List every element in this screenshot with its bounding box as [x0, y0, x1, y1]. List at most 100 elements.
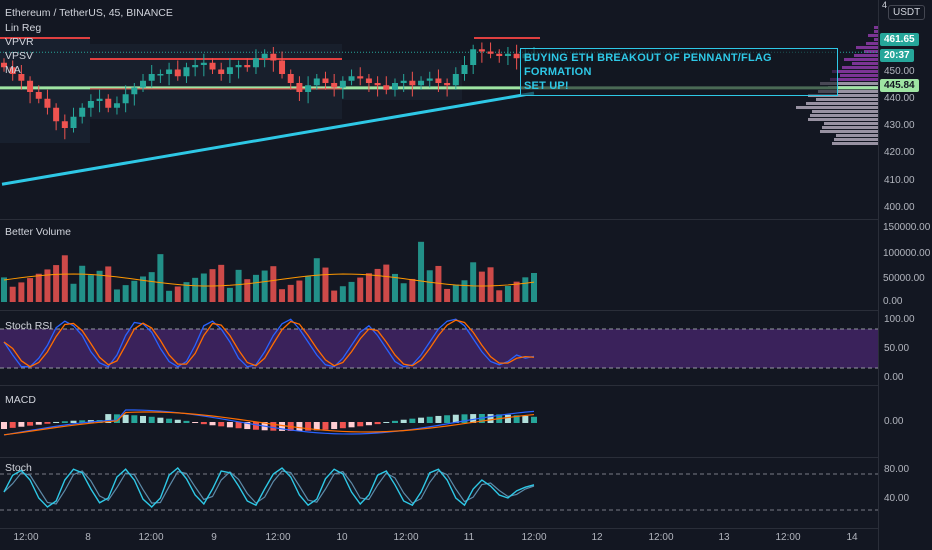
vp-bar: [822, 126, 878, 129]
vp-bar: [874, 30, 878, 33]
volume-pane-title[interactable]: Better Volume: [5, 226, 71, 238]
volume-bar: [226, 287, 233, 302]
macd-signal-line: [3, 411, 535, 436]
stoch-rsi-tick: 50.00: [884, 343, 910, 354]
volume-bar: [331, 290, 338, 302]
trade-annotation[interactable]: BUYING ETH BREAKOUT OF PENNANT/FLAG FORM…: [520, 48, 838, 96]
candle-body: [148, 74, 155, 81]
macd-histogram-bar: [504, 414, 511, 423]
vp-bar: [808, 118, 878, 121]
volume-bar: [61, 255, 68, 302]
candle-body: [504, 53, 511, 56]
vp-bar: [816, 98, 878, 101]
macd-histogram-bar: [487, 414, 494, 423]
macd-pane-title[interactable]: MACD: [5, 394, 36, 406]
macd-histogram-bar: [444, 415, 451, 423]
macd-histogram-bar: [1, 422, 7, 429]
volume-bar: [27, 278, 34, 302]
vp-bar: [868, 34, 878, 37]
time-tick: 14: [846, 532, 858, 543]
vp-bar: [854, 54, 878, 57]
stoch-pane-title[interactable]: Stoch: [5, 462, 32, 474]
macd-histogram-bar: [418, 417, 425, 423]
symbol-title[interactable]: Ethereum / TetherUS, 45, BINANCE: [5, 7, 173, 19]
macd-histogram-bar: [140, 415, 147, 423]
candle-body: [339, 80, 346, 88]
volume-bar: [496, 290, 503, 302]
ma-line: [1, 91, 535, 186]
volume-bar: [313, 258, 320, 302]
stoch-rsi-pane-title[interactable]: Stoch RSI: [5, 320, 53, 332]
macd-histogram-bar: [122, 414, 129, 423]
vp-bar: [830, 78, 878, 81]
time-tick: 12:00: [648, 532, 674, 543]
volume-bar: [261, 270, 268, 302]
candle-body: [313, 78, 320, 86]
vp-bar: [852, 62, 878, 65]
indicator-vpvr[interactable]: VPVR: [5, 36, 34, 48]
macd-histogram-bar: [339, 422, 346, 429]
stoch-k-line: [3, 467, 535, 508]
currency-selector[interactable]: USDT: [888, 5, 926, 20]
candle-body: [9, 67, 16, 74]
candle-body: [444, 83, 451, 86]
macd-line: [3, 409, 535, 436]
pane-separator: [0, 385, 878, 386]
vp-bar: [812, 110, 878, 113]
candle-body: [27, 80, 34, 92]
volume-bar: [444, 288, 451, 302]
annotation-line-1: BUYING ETH BREAKOUT OF PENNANT/FLAG FORM…: [524, 52, 772, 78]
vp-bar: [874, 38, 878, 41]
candle-body: [461, 65, 468, 74]
candle-body: [70, 116, 77, 128]
vp-bar: [834, 138, 878, 141]
vp-shade-box: [342, 60, 462, 100]
candle-body: [53, 107, 60, 122]
candle-body: [200, 62, 207, 65]
indicator-linreg[interactable]: Lin Reg: [5, 22, 42, 34]
volume-bar: [252, 274, 259, 302]
candle-body: [383, 85, 390, 90]
candle-body: [157, 74, 164, 76]
vp-bar: [820, 130, 878, 133]
macd-histogram-bar: [365, 422, 372, 426]
volume-bar: [183, 282, 190, 302]
indicator-vpsv[interactable]: VPSV: [5, 50, 34, 62]
vp-bar: [820, 82, 878, 85]
volume-bar: [435, 265, 442, 302]
time-tick: 12:00: [138, 532, 164, 543]
volume-bar: [70, 283, 77, 302]
volume-bar: [131, 280, 138, 302]
volume-bar: [461, 280, 468, 302]
time-tick: 12: [591, 532, 603, 543]
volume-bar: [374, 268, 381, 302]
candle-body: [166, 69, 173, 74]
volume-bar: [487, 267, 494, 302]
candle-body: [131, 87, 138, 95]
countdown-tag: 20:37: [880, 49, 914, 62]
macd-histogram-bar: [166, 418, 173, 423]
candle-body: [426, 78, 433, 81]
annotation-line-2: SET UP!: [524, 80, 569, 92]
volume-bar: [409, 278, 416, 302]
price-axis[interactable]: [878, 0, 932, 550]
candle-body: [87, 101, 94, 108]
candle-body: [357, 76, 364, 79]
candle-body: [391, 83, 398, 90]
volume-bar: [87, 275, 94, 302]
candle-body: [478, 49, 485, 52]
candle-body: [235, 65, 242, 68]
price-tick: 430.00: [884, 120, 915, 131]
volume-bar: [166, 290, 173, 302]
macd-histogram-bar: [131, 415, 138, 423]
macd-histogram-bar: [235, 422, 242, 429]
candle-body: [305, 85, 312, 92]
candle-body: [44, 98, 51, 108]
macd-histogram-bar: [270, 422, 277, 431]
vp-bar: [842, 66, 878, 69]
time-tick: 12:00: [265, 532, 291, 543]
indicator-ma[interactable]: MA: [5, 64, 21, 76]
candle-body: [261, 53, 268, 59]
volume-bar: [287, 284, 294, 302]
